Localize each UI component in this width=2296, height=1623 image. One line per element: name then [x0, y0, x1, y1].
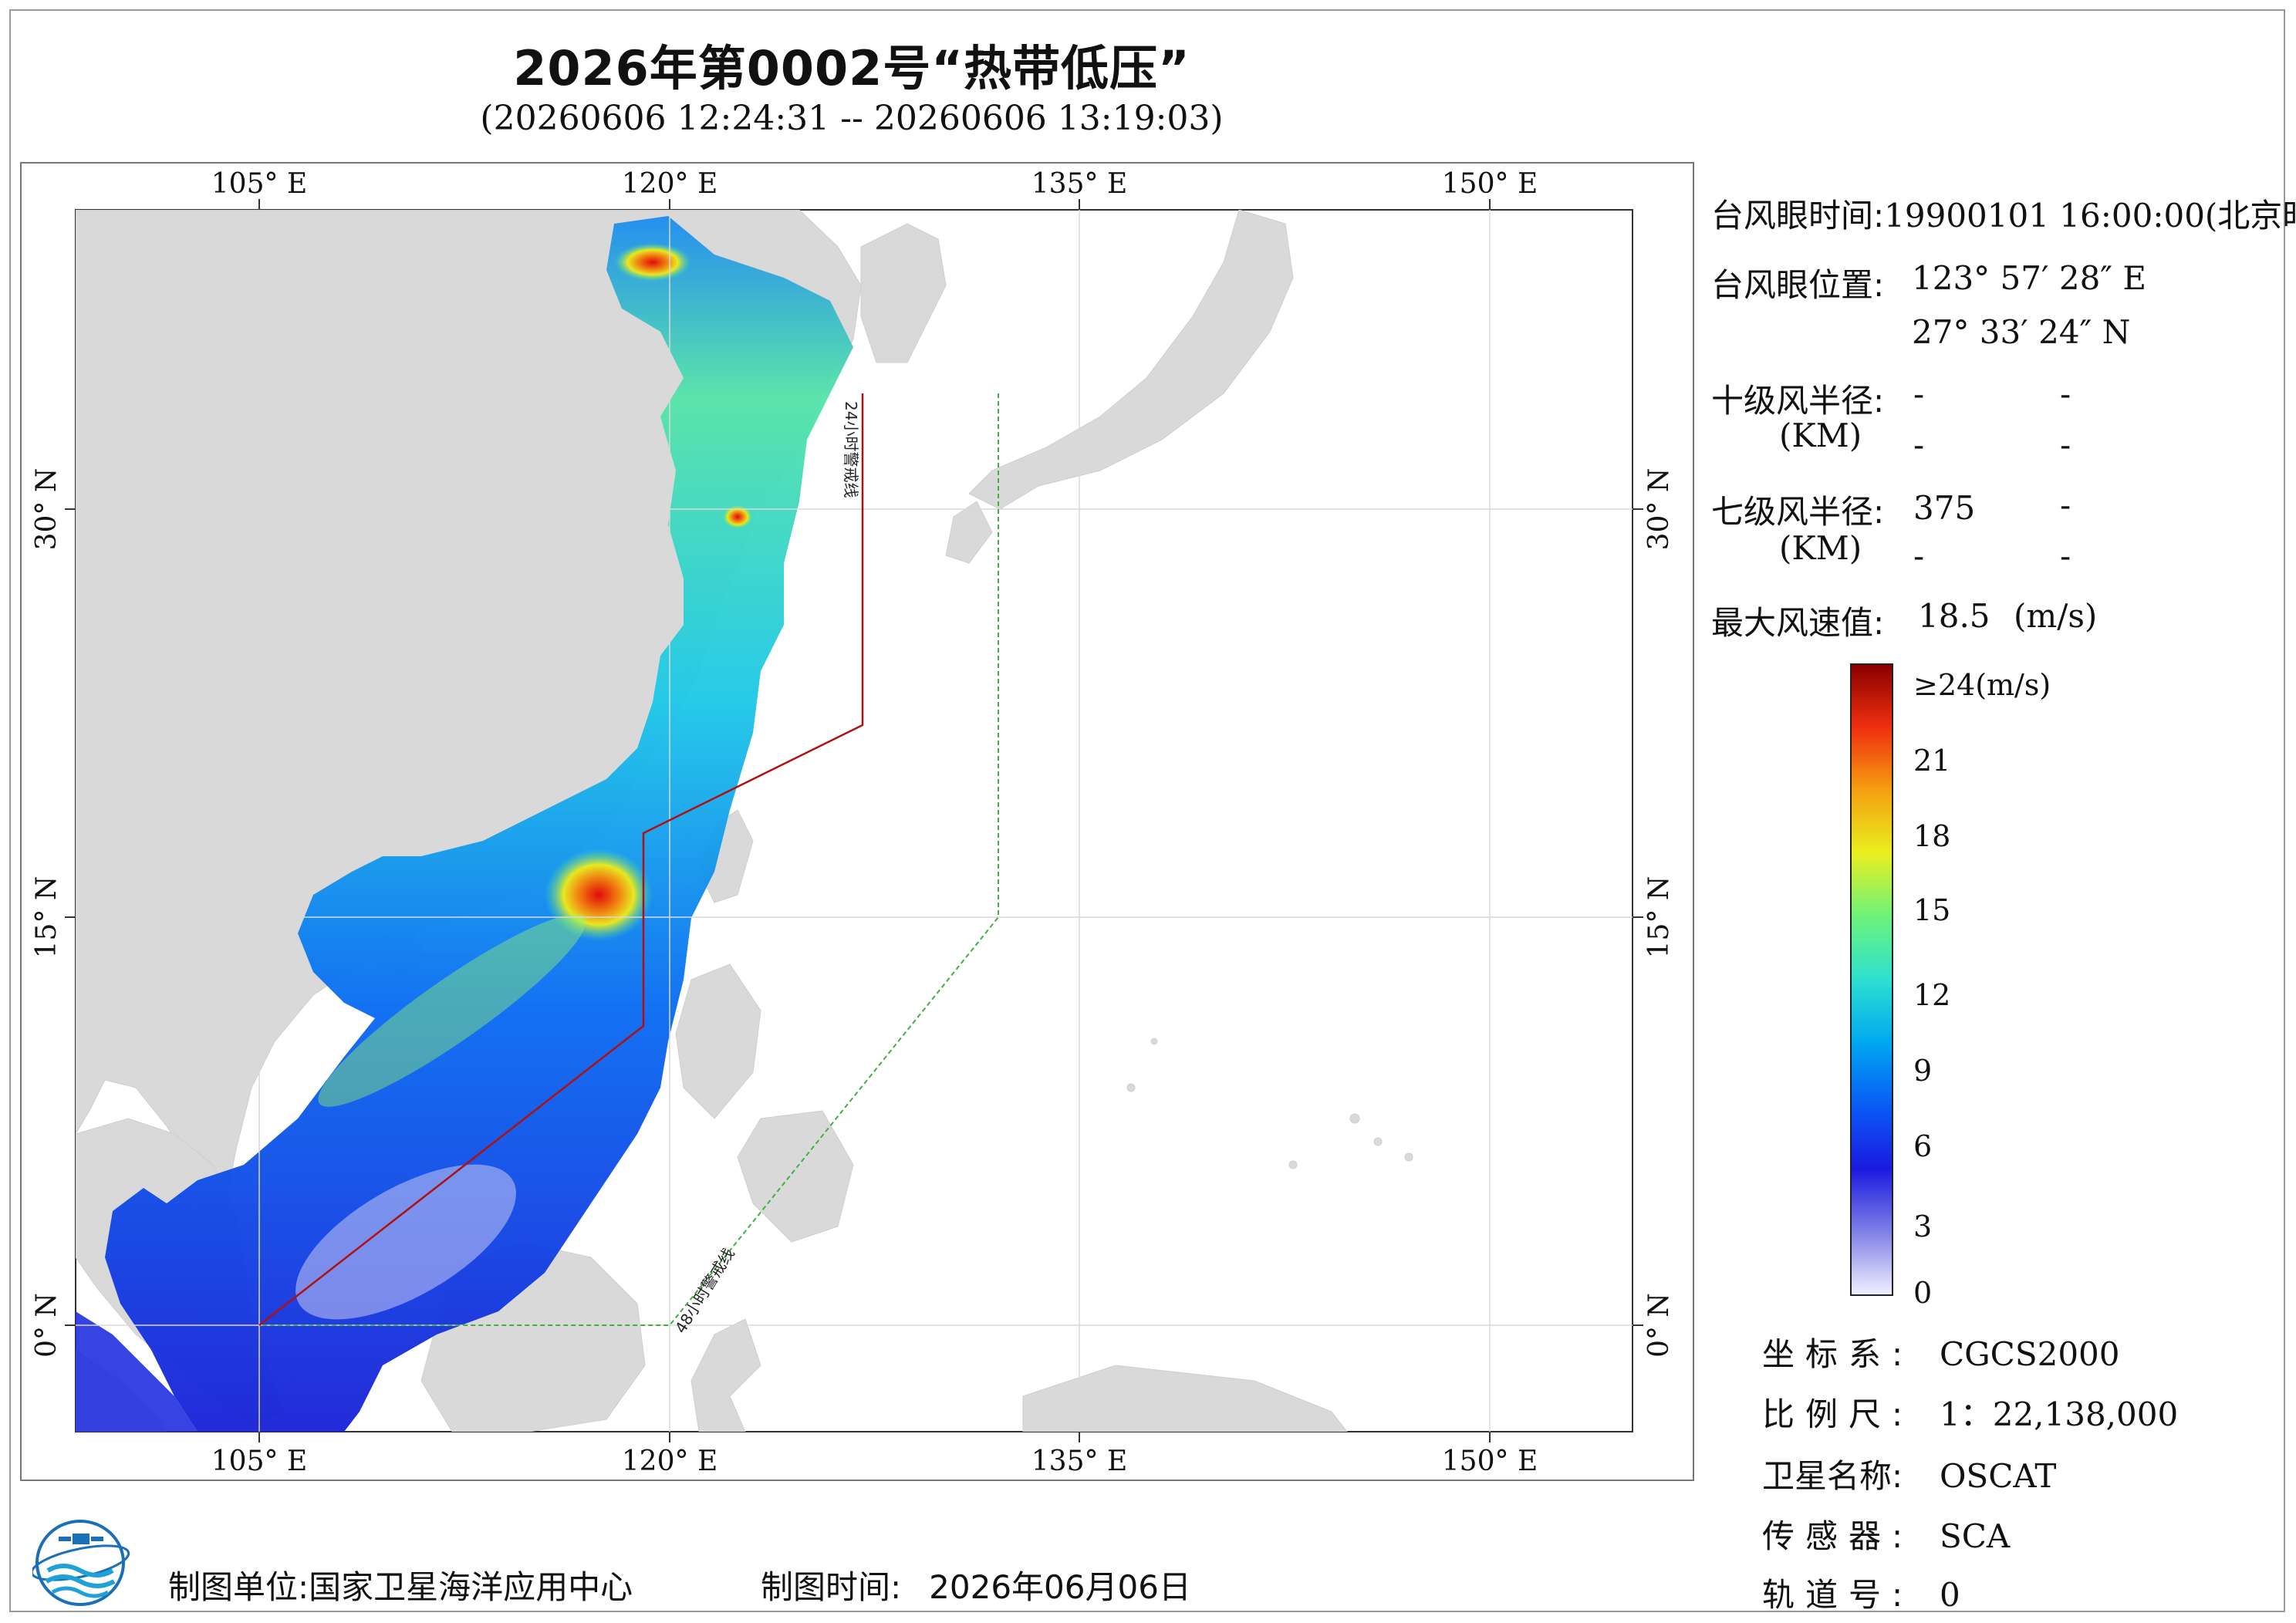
footer-maker: 制图单位:国家卫星海洋应用中心 — [168, 1561, 633, 1608]
eye-pos-label: 台风眼位置: — [1711, 266, 1885, 304]
wind-field — [76, 216, 853, 1432]
maker-label: 制图单位: — [168, 1568, 309, 1606]
wind-hotspot-luzon-strait — [545, 849, 653, 941]
scale-value: 1：22,138,000 — [1940, 1395, 2179, 1433]
made-time-value: 2026年06月06日 — [929, 1568, 1191, 1606]
lon-label-bottom-150: 150° E — [1442, 1446, 1538, 1477]
r7-value-4: - — [2060, 537, 2071, 575]
meta-satellite: 卫星名称: OSCAT — [1762, 1457, 2057, 1495]
meta-scale: 比例尺: 1：22,138,000 — [1762, 1395, 2179, 1433]
colorbar-label-24: ≥24(m/s) — [1913, 668, 2051, 702]
footer-made-time: 制图时间: 2026年06月06日 — [761, 1561, 1191, 1608]
colorbar-label-3: 3 — [1913, 1210, 1933, 1243]
sensor-value: SCA — [1940, 1517, 2011, 1555]
wind-map[interactable]: 24小时警戒线 48小时警戒线 105° E 120° E 135° E 150… — [20, 162, 1694, 1481]
crs-value: CGCS2000 — [1940, 1335, 2120, 1373]
colorbar-label-15: 15 — [1913, 893, 1951, 927]
tick-marks — [65, 199, 1643, 1442]
r7-value-2: - — [2060, 486, 2071, 524]
max-wind-value: 18.5 — [1918, 597, 1990, 635]
made-time-label: 制图时间: — [761, 1568, 902, 1606]
lon-label-top-120: 120° E — [622, 168, 718, 200]
wind-low-zone — [295, 1164, 516, 1320]
wind-hotspot-east — [722, 504, 753, 529]
colorbar-label-21: 21 — [1913, 744, 1951, 778]
orbit-value: 0 — [1940, 1576, 1960, 1614]
wind-swath — [105, 216, 853, 1432]
meta-orbit: 轨道号: 0 — [1762, 1576, 1960, 1614]
r10-value-4: - — [2060, 426, 2071, 464]
lat-label-left-30: 30° N — [31, 468, 62, 551]
warning-line-48h — [259, 393, 999, 1326]
meta-sensor: 传感器: SCA — [1762, 1517, 2011, 1555]
lon-label-top-135: 135° E — [1032, 168, 1127, 200]
colorbar-label-6: 6 — [1913, 1129, 1933, 1163]
colorbar — [1850, 663, 1893, 1296]
nsoas-logo — [32, 1520, 130, 1606]
lon-label-bottom-105: 105° E — [211, 1446, 307, 1477]
lon-label-bottom-120: 120° E — [622, 1446, 718, 1477]
r7-value-3: - — [1913, 537, 1925, 575]
r10-value-3: - — [1913, 426, 1925, 464]
eye-time: 台风眼时间:19900101 16:00:00(北京时) — [1711, 190, 2296, 237]
lon-label-bottom-135: 135° E — [1032, 1446, 1127, 1477]
eye-lat: 27° 33′ 24″ N — [1912, 313, 2131, 351]
max-wind-label: 最大风速值: — [1711, 604, 1885, 642]
lat-label-right-15: 15° N — [1643, 876, 1675, 959]
wind-yellow-band — [318, 914, 586, 1107]
meta-crs: 坐标系: CGCS2000 — [1762, 1335, 2120, 1373]
eye-position: 台风眼位置: — [1711, 259, 1884, 306]
colorbar-label-18: 18 — [1913, 819, 1951, 853]
r7-value-1: 375 — [1913, 489, 1976, 527]
wind-hotspot-bohai — [614, 243, 691, 282]
map-frame — [20, 162, 1694, 1481]
lat-label-right-0: 0° N — [1643, 1293, 1675, 1358]
maker-value: 国家卫星海洋应用中心 — [309, 1568, 633, 1606]
colorbar-label-12: 12 — [1913, 978, 1951, 1012]
max-wind-unit: (m/s) — [2014, 597, 2098, 635]
eye-time-label: 台风眼时间: — [1711, 197, 1885, 235]
page-frame — [9, 9, 2285, 1612]
r10-value-1: - — [1913, 375, 1925, 413]
lat-label-left-0: 0° N — [31, 1293, 62, 1358]
max-wind: 最大风速值: — [1711, 597, 1884, 644]
eye-lon: 123° 57′ 28″ E — [1912, 259, 2146, 297]
lat-label-left-15: 15° N — [31, 876, 62, 959]
colorbar-label-9: 9 — [1913, 1054, 1933, 1088]
graticule — [76, 210, 1633, 1432]
r7-label: 七级风半径: — [1711, 493, 1885, 531]
wind-swath-south — [76, 1311, 198, 1432]
warning-line-24h — [258, 393, 864, 1326]
satellite-value: OSCAT — [1940, 1457, 2057, 1495]
r10-label: 十级风半径: — [1711, 382, 1885, 420]
time-range: (20260606 12:24:31 -- 20260606 13:19:03) — [480, 99, 1224, 138]
eye-time-value: 19900101 16:00:00(北京时) — [1884, 197, 2296, 235]
page-title: 2026年第0002号“热带低压” — [513, 40, 1190, 96]
r7-unit: (KM) — [1779, 529, 1862, 567]
lon-label-top-150: 150° E — [1442, 168, 1538, 200]
r10-value-2: - — [2060, 375, 2071, 413]
colorbar-label-0: 0 — [1913, 1276, 1933, 1310]
warning-line-24h-label: 24小时警戒线 — [842, 401, 860, 498]
lat-label-right-30: 30° N — [1643, 468, 1675, 551]
r10-unit: (KM) — [1779, 417, 1862, 454]
lon-label-top-105: 105° E — [211, 168, 307, 200]
